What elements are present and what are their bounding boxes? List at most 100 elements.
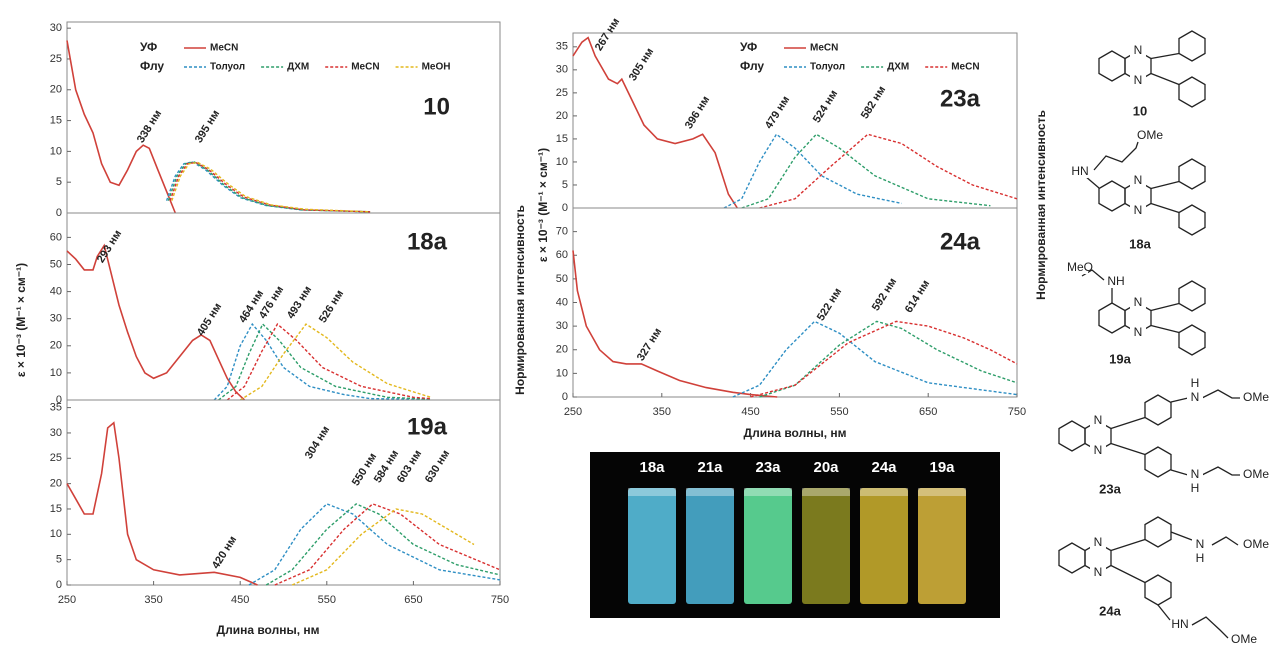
- legend-label: MeCN: [351, 62, 379, 73]
- ring: [1178, 158, 1206, 190]
- y-tick-label: 60: [50, 231, 62, 243]
- atom-label: N: [1094, 443, 1103, 457]
- atom-mask: [1129, 297, 1146, 309]
- plot-frame: [66, 399, 501, 586]
- atom-mask: [1089, 445, 1106, 457]
- atom-mask: [1187, 483, 1203, 495]
- y-tick-label: 10: [556, 367, 568, 379]
- atom-mask: [1248, 392, 1264, 404]
- legend-group-label: Флу: [140, 59, 164, 73]
- x-tick-label: 250: [564, 406, 582, 418]
- spectrum-line: [759, 320, 1018, 398]
- peak-annotation: 614 нм: [903, 278, 932, 315]
- legend-label: MeCN: [951, 62, 979, 73]
- atom-mask: [1129, 75, 1146, 87]
- legend-group-label: Флу: [740, 59, 764, 73]
- peak-annotation: 524 нм: [811, 88, 840, 125]
- vial-label: 21a: [697, 459, 723, 476]
- spectrum-line: [741, 133, 991, 209]
- vial-glow: [686, 488, 734, 496]
- y-tick-label: 25: [50, 452, 62, 464]
- spectrum-line: [165, 161, 371, 213]
- atom-mask: [1129, 205, 1146, 217]
- spectrum-line: [66, 40, 177, 214]
- peak-annotation: 405 нм: [195, 301, 224, 338]
- atom-label: N: [1134, 173, 1143, 187]
- vial-glow: [628, 488, 676, 496]
- atom-mask: [1187, 392, 1203, 404]
- spectrum-line: [291, 508, 475, 586]
- atom-label: N: [1134, 43, 1143, 57]
- vial-glow: [860, 488, 908, 496]
- y-tick-label: 40: [556, 296, 568, 308]
- spectrum-line: [265, 503, 501, 586]
- y-tick-label: 5: [562, 179, 568, 191]
- peak-annotation: 550 нм: [350, 451, 379, 488]
- spectrum-line: [213, 322, 431, 401]
- atom-label: OMe: [1243, 467, 1269, 481]
- bond: [1150, 202, 1180, 214]
- y-tick-label: 15: [50, 503, 62, 515]
- y-tick-label: 50: [556, 273, 568, 285]
- x-axis-label: Длина волны, нм: [744, 426, 847, 440]
- y-tick-label: 15: [50, 114, 62, 126]
- peak-annotation: 493 нм: [285, 284, 314, 321]
- peak-annotation: 395 нм: [193, 108, 222, 145]
- peak-annotation: 522 нм: [815, 286, 844, 323]
- peak-annotation: 526 нм: [317, 288, 346, 325]
- spectrum-line: [66, 243, 246, 401]
- ring: [1178, 280, 1206, 312]
- legend-group-label: УФ: [140, 40, 157, 54]
- panel-label: 23a: [940, 85, 981, 112]
- atom-label: N: [1094, 413, 1103, 427]
- peak-annotation: 293 нм: [95, 228, 124, 265]
- peak-annotation: 338 нм: [135, 108, 164, 145]
- peak-annotation: 582 нм: [859, 84, 888, 121]
- vial-label: 19a: [929, 459, 955, 476]
- spectrum-line: [732, 320, 1018, 398]
- compound-label: 19a: [1109, 351, 1131, 366]
- vial: [686, 488, 734, 604]
- legend-label: Толуол: [810, 62, 845, 73]
- spectrum-line: [572, 36, 738, 209]
- spectrum-line: [274, 503, 501, 586]
- atom-mask: [1129, 327, 1146, 339]
- spectrum-line: [239, 323, 431, 401]
- peak-annotation: 420 нм: [210, 534, 239, 571]
- bond: [1170, 397, 1189, 403]
- spectrum-line: [723, 133, 902, 209]
- y-tick-label: 25: [50, 53, 62, 65]
- ring: [1144, 574, 1172, 606]
- bond: [1110, 442, 1146, 456]
- bond: [1110, 416, 1146, 430]
- vial-label: 24a: [871, 459, 897, 476]
- peak-annotation: 592 нм: [870, 276, 899, 313]
- vial-glow: [802, 488, 850, 496]
- atom-label: NH: [1107, 274, 1124, 288]
- y-tick-label: 70: [556, 226, 568, 238]
- ring: [1058, 542, 1086, 574]
- vial: [918, 488, 966, 604]
- ring: [1144, 394, 1172, 426]
- legend-label: MeCN: [810, 43, 838, 54]
- vial: [744, 488, 792, 604]
- compound-label: 24a: [1099, 603, 1121, 618]
- legend-label: MeCN: [210, 43, 238, 54]
- atom-label: N: [1134, 325, 1143, 339]
- x-tick-label: 350: [653, 406, 671, 418]
- y-axis-label: ε × 10⁻³ (М⁻¹ × см⁻¹): [536, 148, 550, 262]
- y-tick-label: 35: [50, 402, 62, 414]
- y-tick-label: 20: [50, 340, 62, 352]
- spectrum-line: [171, 161, 371, 213]
- atom-label: N: [1191, 467, 1200, 481]
- vial: [628, 488, 676, 604]
- atom-label: N: [1134, 73, 1143, 87]
- y-tick-label: 20: [556, 110, 568, 122]
- vial: [860, 488, 908, 604]
- atom-label: H: [1191, 481, 1200, 495]
- ring: [1144, 516, 1172, 548]
- spectrum-line: [218, 322, 431, 401]
- atom-label: OMe: [1243, 537, 1269, 551]
- y-tick-label: 10: [50, 528, 62, 540]
- atom-label: N: [1094, 535, 1103, 549]
